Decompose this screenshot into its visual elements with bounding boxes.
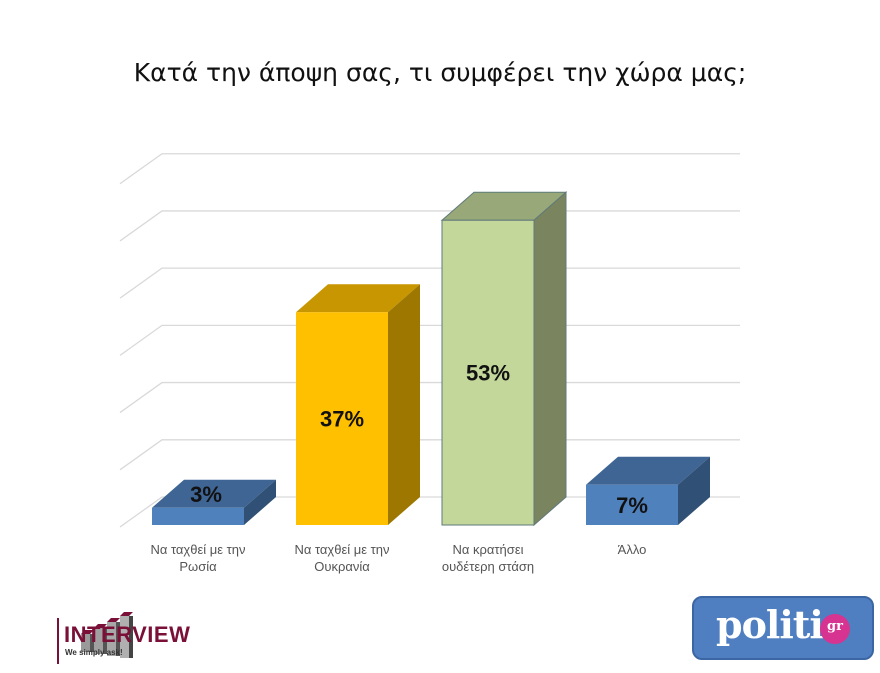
bar-face [244, 479, 276, 525]
data-label: 37% [320, 407, 364, 432]
data-label: 3% [190, 482, 222, 507]
interview-logo-icon [81, 612, 133, 658]
category-label-neutral: Να κρατήσει ουδέτερη στάση [441, 542, 535, 574]
bar-face [586, 456, 710, 485]
bar-face [533, 191, 567, 527]
bar-face [586, 484, 678, 525]
bar-face [152, 479, 276, 508]
data-label: 7% [616, 493, 648, 518]
bars [152, 191, 710, 527]
bar-face [441, 219, 535, 526]
bar-face [152, 507, 244, 525]
category-label-ukraine: Να ταχθεί με την Ουκρανία [294, 542, 390, 574]
data-labels: 3% 37% 53% 7% [190, 361, 648, 518]
bar-face [296, 284, 420, 313]
interview-logo-divider [57, 618, 59, 664]
politic-logo: politic gr [692, 596, 874, 660]
category-label-russia: Να ταχθεί με την Ρωσία [150, 542, 246, 574]
bar-face [678, 456, 710, 525]
chart-title: Κατά την άποψη σας, τι συμφέρει την χώρα… [133, 58, 747, 87]
politic-logo-suffix: gr [820, 614, 850, 644]
bar-face [296, 312, 388, 525]
interview-logo-tagline: We simply ask! [65, 648, 123, 657]
data-label: 53% [466, 361, 510, 386]
interview-logo-name: INTERVIEW [64, 622, 191, 647]
category-label-other: Άλλο [617, 542, 647, 557]
bar-face [388, 284, 420, 525]
